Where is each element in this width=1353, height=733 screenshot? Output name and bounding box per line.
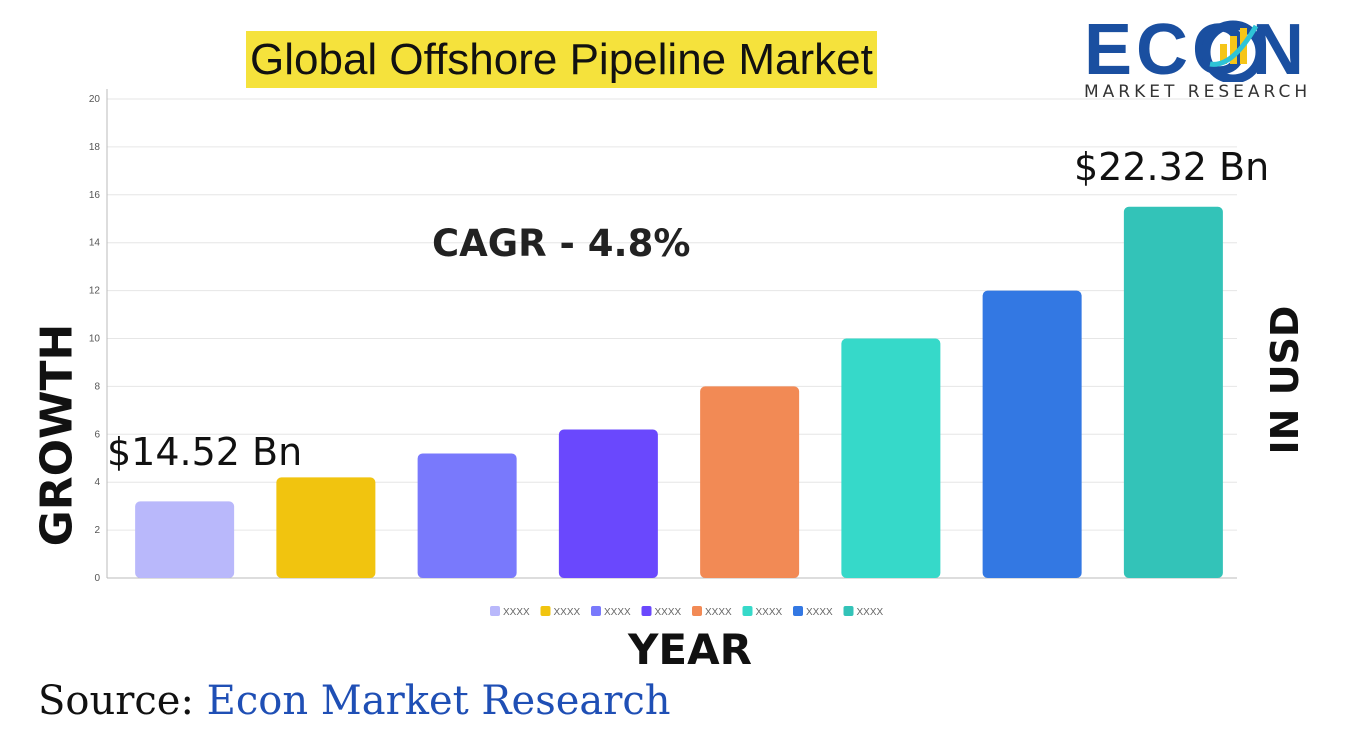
legend-label: XXXX (554, 607, 581, 618)
y-tick-label: 6 (94, 429, 100, 440)
y-tick-label: 8 (94, 381, 100, 392)
legend-swatch (490, 606, 500, 616)
legend-label: XXXX (756, 607, 783, 618)
cagr-label: CAGR - 4.8% (432, 222, 691, 265)
source-line: Source: Econ Market Research (38, 678, 671, 724)
title-highlight: Global Offshore Pipeline Market (246, 31, 877, 88)
y-axis-label: GROWTH (31, 323, 83, 547)
chart-bars (135, 206, 1223, 578)
chart-title: Global Offshore Pipeline Market (250, 34, 873, 84)
y-tick-label: 14 (89, 238, 101, 249)
bar (417, 453, 517, 578)
bar (276, 477, 376, 578)
legend-label: XXXX (857, 607, 884, 618)
start-value-label: $14.52 Bn (107, 430, 303, 474)
legend-label: XXXX (705, 607, 732, 618)
y-tick-label: 10 (89, 334, 101, 345)
y-tick-label: 4 (94, 477, 100, 488)
bar (700, 386, 800, 578)
legend-swatch (793, 606, 803, 616)
y-tick-label: 16 (89, 190, 101, 201)
y-tick-label: 18 (89, 142, 101, 153)
right-axis-label: IN USD (1263, 305, 1307, 455)
legend-label: XXXX (806, 607, 833, 618)
source-name: Econ Market Research (206, 678, 671, 724)
legend-label: XXXX (604, 607, 631, 618)
y-tick-label: 20 (89, 94, 101, 105)
legend-swatch (591, 606, 601, 616)
bar (558, 429, 658, 578)
econ-logo: ECON MARKET RESEARCH (1084, 14, 1334, 104)
y-tick-label: 2 (94, 525, 100, 536)
bar (841, 338, 941, 578)
x-axis-label: YEAR (628, 625, 752, 674)
logo-word: ECON (1084, 10, 1309, 90)
y-tick-label: 12 (89, 286, 101, 297)
chart-legend: XXXX XXXX XXXX XXXX XXXX XXXX XXXX XXXX (490, 606, 884, 618)
logo-subtitle: MARKET RESEARCH (1084, 82, 1312, 102)
source-prefix: Source: (38, 678, 194, 724)
bar (135, 501, 235, 578)
logo-growth-icon (1202, 20, 1264, 82)
y-tick-label: 0 (94, 573, 100, 584)
legend-swatch (692, 606, 702, 616)
end-value-label: $22.32 Bn (1074, 145, 1270, 189)
legend-swatch (641, 606, 652, 616)
legend-swatch (742, 606, 753, 616)
bar (982, 290, 1082, 578)
legend-label: XXXX (503, 607, 530, 618)
legend-label: XXXX (655, 607, 682, 618)
legend-swatch (843, 606, 854, 616)
bar (1123, 206, 1223, 578)
legend-swatch (540, 606, 551, 616)
